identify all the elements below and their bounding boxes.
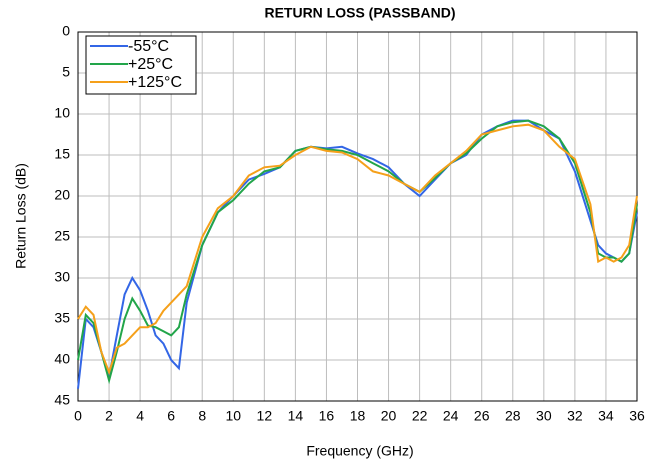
x-tick-label: 0 (74, 408, 82, 424)
x-tick-label: 36 (629, 408, 645, 424)
y-tick-label: 40 (54, 351, 70, 367)
y-tick-label: 35 (54, 310, 70, 326)
x-tick-label: 8 (198, 408, 206, 424)
x-tick-label: 16 (319, 408, 335, 424)
x-tick-label: 10 (225, 408, 241, 424)
x-tick-label: 30 (536, 408, 552, 424)
legend-label: +25°C (128, 56, 173, 73)
legend-label: +125°C (128, 74, 182, 91)
x-tick-label: 28 (505, 408, 521, 424)
y-tick-label: 15 (54, 146, 70, 162)
x-tick-label: 22 (412, 408, 428, 424)
y-tick-label: 5 (62, 64, 70, 80)
y-tick-label: 10 (54, 105, 70, 121)
series-line (77, 119, 638, 385)
y-axis-label: Return Loss (dB) (13, 163, 29, 269)
y-tick-label: 25 (54, 228, 70, 244)
x-axis-label: Frequency (GHz) (306, 443, 413, 459)
chart-title: RETURN LOSS (PASSBAND) (264, 5, 455, 21)
series-line (77, 123, 638, 376)
y-tick-label: 45 (54, 392, 70, 408)
x-tick-label: 24 (443, 408, 459, 424)
x-tick-label: 32 (567, 408, 583, 424)
y-tick-label: 0 (62, 23, 70, 39)
y-tick-label: 20 (54, 187, 70, 203)
x-tick-label: 12 (257, 408, 273, 424)
x-tick-label: 6 (167, 408, 175, 424)
x-tick-label: 26 (474, 408, 490, 424)
x-tick-label: 2 (105, 408, 113, 424)
x-tick-label: 20 (381, 408, 397, 424)
y-tick-label: 30 (54, 269, 70, 285)
legend-label: -55°C (128, 38, 169, 55)
x-tick-label: 14 (288, 408, 304, 424)
x-tick-label: 18 (350, 408, 366, 424)
x-tick-label: 4 (136, 408, 144, 424)
x-tick-label: 34 (598, 408, 614, 424)
